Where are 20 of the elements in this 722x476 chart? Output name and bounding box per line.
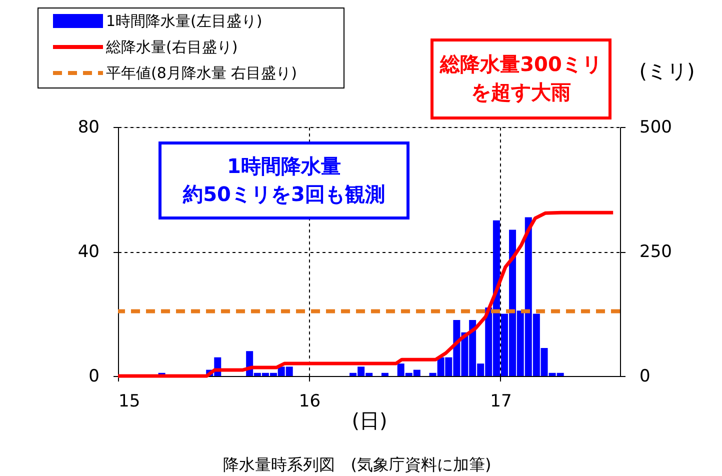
- y-tick-label: 40: [78, 242, 100, 262]
- line-series: [116, 210, 615, 378]
- x-tick-label: 17: [490, 392, 512, 412]
- legend-label: 総降水量(右目盛り): [105, 38, 238, 56]
- x-axis-title: (日): [352, 408, 388, 432]
- y-tick-label: 80: [78, 118, 100, 138]
- x-tick-label: 15: [118, 392, 140, 412]
- x-tick-label: 16: [298, 392, 321, 412]
- annotation: 約50ミリを3回も観測: [182, 182, 385, 206]
- text: 降水量時系列図 (気象庁資料に加筆): [222, 455, 492, 474]
- y2-tick-label: 250: [640, 242, 672, 262]
- y-tick-label: 0: [88, 366, 100, 386]
- text: を超す大雨: [471, 80, 571, 104]
- legend-label: 1時間降水量(左目盛り): [106, 12, 262, 30]
- y2-axis-title: (ミリ): [639, 59, 695, 83]
- y2-tick-label: 0: [640, 366, 650, 386]
- y2-tick-label: 500: [640, 118, 672, 138]
- annotation: 1時間降水量: [227, 154, 341, 178]
- text: 総降水量300ミリ: [439, 52, 602, 76]
- legend-label: 平年値(8月降水量 右目盛り): [106, 64, 298, 82]
